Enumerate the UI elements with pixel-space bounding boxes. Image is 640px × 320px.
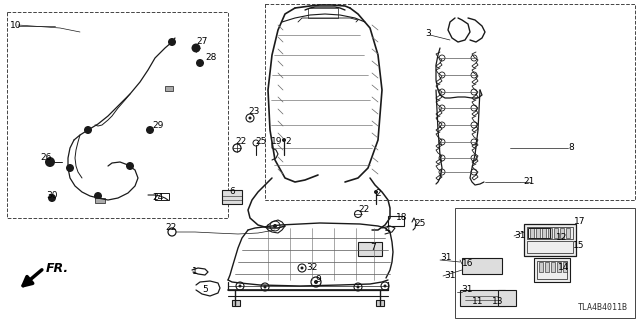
Text: 18: 18 <box>396 213 408 222</box>
Circle shape <box>196 59 204 67</box>
Circle shape <box>264 285 266 289</box>
Bar <box>539 262 543 272</box>
Circle shape <box>356 285 360 289</box>
Text: 3: 3 <box>425 29 431 38</box>
Text: 4: 4 <box>385 226 390 235</box>
Circle shape <box>282 138 286 142</box>
Text: FR.: FR. <box>46 261 69 275</box>
Text: 25: 25 <box>414 220 426 228</box>
Circle shape <box>301 267 303 269</box>
Circle shape <box>146 126 154 134</box>
Text: 32: 32 <box>306 262 317 271</box>
Text: 21: 21 <box>523 178 534 187</box>
Text: 25: 25 <box>255 138 266 147</box>
Bar <box>534 258 570 282</box>
Bar <box>554 228 558 238</box>
Text: 7: 7 <box>370 244 376 252</box>
Bar <box>524 224 576 256</box>
Text: 16: 16 <box>462 260 474 268</box>
Text: 15: 15 <box>573 242 584 251</box>
Text: 9: 9 <box>315 276 321 284</box>
Bar <box>455 208 635 318</box>
Text: 17: 17 <box>574 218 586 227</box>
Bar <box>222 190 242 204</box>
Circle shape <box>94 192 102 200</box>
Bar <box>7 12 228 218</box>
Text: TLA4B4011B: TLA4B4011B <box>578 303 628 312</box>
Circle shape <box>45 157 55 167</box>
Bar <box>95 198 105 203</box>
Text: 28: 28 <box>205 53 216 62</box>
Bar <box>155 193 169 200</box>
Text: 11: 11 <box>472 298 483 307</box>
Text: 5: 5 <box>202 284 208 293</box>
Text: 31: 31 <box>514 231 525 241</box>
Circle shape <box>239 284 241 287</box>
Bar <box>551 262 555 272</box>
Bar <box>376 300 384 306</box>
Text: 1: 1 <box>192 267 198 276</box>
Text: 23: 23 <box>248 108 259 116</box>
Bar <box>566 228 570 238</box>
Bar <box>527 241 573 253</box>
Circle shape <box>273 224 277 228</box>
Bar <box>530 228 534 238</box>
Text: 29: 29 <box>152 122 163 131</box>
Text: 12: 12 <box>556 234 568 243</box>
Bar <box>388 216 404 226</box>
Text: 27: 27 <box>196 37 207 46</box>
Text: 6: 6 <box>229 188 235 196</box>
Circle shape <box>126 162 134 170</box>
Circle shape <box>248 116 252 119</box>
Bar <box>560 228 564 238</box>
Text: 8: 8 <box>568 143 573 153</box>
Circle shape <box>383 284 387 287</box>
Bar <box>548 228 552 238</box>
Circle shape <box>84 126 92 134</box>
Bar <box>358 242 382 256</box>
Text: 22: 22 <box>165 223 176 233</box>
Bar <box>498 290 516 306</box>
Bar <box>165 86 173 91</box>
Text: 31: 31 <box>461 284 472 293</box>
Circle shape <box>374 190 378 194</box>
Bar <box>557 262 561 272</box>
Text: 30: 30 <box>46 191 58 201</box>
Bar <box>528 228 550 238</box>
Bar <box>536 228 540 238</box>
Bar <box>537 261 567 279</box>
Bar <box>232 300 240 306</box>
Text: 2: 2 <box>375 189 381 198</box>
Circle shape <box>48 194 56 202</box>
Bar <box>527 227 573 239</box>
Text: 10: 10 <box>10 21 22 30</box>
Bar <box>460 290 505 306</box>
Text: 24: 24 <box>152 194 163 203</box>
Bar <box>308 8 338 18</box>
Text: 22: 22 <box>235 138 246 147</box>
Text: 26: 26 <box>40 154 51 163</box>
Circle shape <box>168 38 176 46</box>
Bar <box>545 262 549 272</box>
Text: 13: 13 <box>492 298 504 307</box>
Circle shape <box>66 164 74 172</box>
Bar <box>563 262 567 272</box>
Text: 31: 31 <box>440 253 451 262</box>
Bar <box>542 228 546 238</box>
Circle shape <box>314 280 318 284</box>
Text: 14: 14 <box>558 263 570 273</box>
Circle shape <box>191 44 200 52</box>
Text: 19: 19 <box>271 138 282 147</box>
Text: 31: 31 <box>444 270 456 279</box>
Text: 2: 2 <box>285 138 291 147</box>
Bar <box>265 4 635 200</box>
Bar <box>462 258 502 274</box>
Text: 22: 22 <box>358 205 369 214</box>
